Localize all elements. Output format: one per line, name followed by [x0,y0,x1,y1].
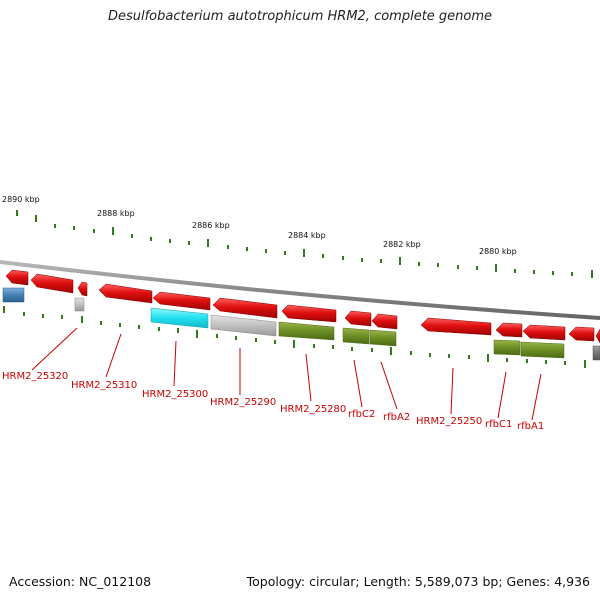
gene-arrow [5,269,29,286]
gene-label: rfbA2 [383,412,410,423]
scale-label: 2888 kbp [97,209,135,218]
topology-text: Topology: circular; Length: 5,589,073 bp… [246,574,590,589]
gene-label: HRM2_25250 [416,416,482,427]
leader-line [31,327,78,371]
gene-label: rfbA1 [517,421,544,432]
scale-ticks-bottom [3,306,586,368]
gene-arrow [77,281,88,297]
leader-line [380,361,398,410]
leader-line [353,359,363,408]
gene-block [342,327,370,345]
gene-arrow [152,291,211,311]
forward-strand-genes [5,269,600,344]
gene-arrow [568,326,595,342]
scale-label: 2884 kbp [288,231,326,240]
leader-line [450,367,454,415]
label-leaders [31,327,542,421]
leader-line [305,353,312,402]
gene-label: rfbC1 [485,419,512,430]
gene-block [2,287,25,303]
gene-arrow [495,322,523,338]
gene-label: HRM2_25300 [142,389,208,400]
gene-block [369,329,397,347]
gene-arrow [420,317,492,336]
gene-arrow [281,304,337,323]
scale-ticks-top [16,210,593,278]
gene-label: HRM2_25280 [280,404,346,415]
scale-label: 2880 kbp [479,247,517,256]
gene-block [493,339,521,356]
scale-labels: 2890 kbp 2888 kbp 2886 kbp 2884 kbp 2882… [2,195,517,256]
gene-arrow [595,328,600,344]
scale-label: 2890 kbp [2,195,40,204]
leader-line [173,340,177,387]
gene-arrow [344,310,372,327]
gene-arrow [98,283,153,304]
scale-label: 2886 kbp [192,221,230,230]
gene-block [210,314,277,337]
reverse-strand-genes [2,287,600,361]
gene-label: HRM2_25310 [71,380,137,391]
gene-block [592,345,600,361]
leader-line [531,373,542,421]
gene-arrow [522,324,566,341]
scale-label: 2882 kbp [383,240,421,249]
accession-text: Accession: NC_012108 [9,574,152,589]
gene-labels: HRM2_25320 HRM2_25310 HRM2_25300 HRM2_25… [2,371,544,432]
gene-block [278,321,335,341]
gene-label: rfbC2 [348,409,375,420]
gene-arrow [371,313,398,330]
map-title: Desulfobacterium autotrophicum HRM2, com… [107,9,493,24]
gene-block [74,297,85,312]
gene-arrow [212,297,278,319]
gene-label: HRM2_25290 [210,397,276,408]
gene-block [520,341,565,359]
gene-label: HRM2_25320 [2,371,68,382]
leader-line [105,333,122,378]
genome-backbone [0,260,600,320]
gene-arrow [30,273,74,294]
leader-line [497,371,507,419]
gene-block [150,307,209,329]
